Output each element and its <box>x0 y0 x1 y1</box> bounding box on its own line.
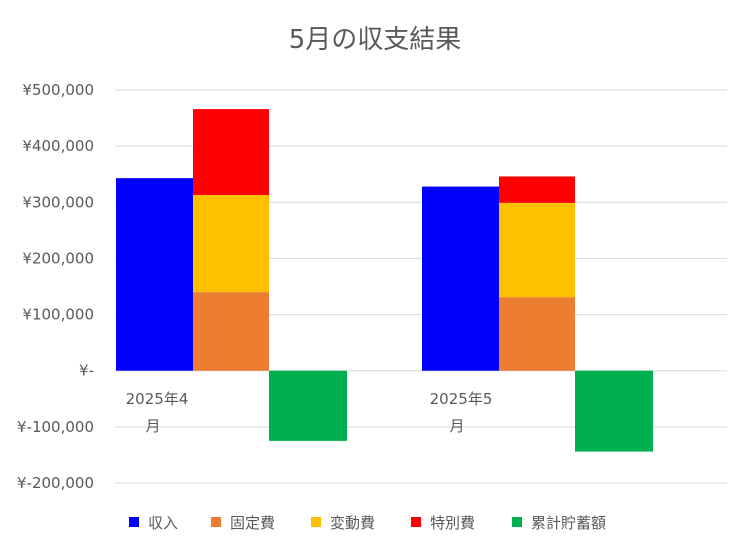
legend-swatch <box>512 517 522 527</box>
y-tick-label: ¥100,000 <box>22 306 94 324</box>
bar-累計貯蓄額 <box>269 370 347 441</box>
bar-収入 <box>116 178 193 371</box>
legend-swatch <box>411 517 421 527</box>
bar-特別費 <box>193 109 269 195</box>
legend-swatch <box>129 517 139 527</box>
legend: 収入 固定費 変動費 特別費 累計貯蓄額 <box>129 514 606 532</box>
legend-label: 特別費 <box>430 514 475 532</box>
y-tick-label: ¥300,000 <box>22 193 94 211</box>
legend-item: 特別費 <box>411 514 475 532</box>
y-tick-label: ¥-100,000 <box>17 418 94 436</box>
x-axis-category-labels: 2025年4 月 2025年5 月 <box>126 390 493 435</box>
legend-label: 収入 <box>148 514 178 532</box>
bar-変動費 <box>499 202 575 298</box>
legend-item: 変動費 <box>311 514 375 532</box>
legend-item: 収入 <box>129 514 178 532</box>
bar-固定費 <box>499 297 575 371</box>
legend-label: 変動費 <box>330 514 375 532</box>
bar-特別費 <box>499 176 575 203</box>
chart-title: 5月の収支結果 <box>289 25 462 55</box>
x-category-label: 2025年4 月 <box>126 390 189 435</box>
bar-変動費 <box>193 194 269 293</box>
bar-累計貯蓄額 <box>575 370 653 452</box>
bar-固定費 <box>193 292 269 371</box>
bars <box>116 109 653 452</box>
y-tick-label: ¥400,000 <box>22 137 94 155</box>
y-tick-label: ¥500,000 <box>22 81 94 99</box>
y-tick-label: ¥200,000 <box>22 249 94 267</box>
y-tick-label: ¥- <box>79 362 94 380</box>
legend-item: 固定費 <box>211 514 275 532</box>
legend-swatch <box>211 517 221 527</box>
y-tick-label: ¥-200,000 <box>17 474 94 492</box>
bar-収入 <box>422 186 499 371</box>
legend-label: 累計貯蓄額 <box>531 514 606 532</box>
y-axis-tick-labels: ¥500,000 ¥400,000 ¥300,000 ¥200,000 ¥100,000… <box>17 81 94 492</box>
legend-swatch <box>311 517 321 527</box>
x-category-label: 2025年5 月 <box>430 390 493 435</box>
legend-item: 累計貯蓄額 <box>512 514 606 532</box>
legend-label: 固定費 <box>230 514 275 532</box>
